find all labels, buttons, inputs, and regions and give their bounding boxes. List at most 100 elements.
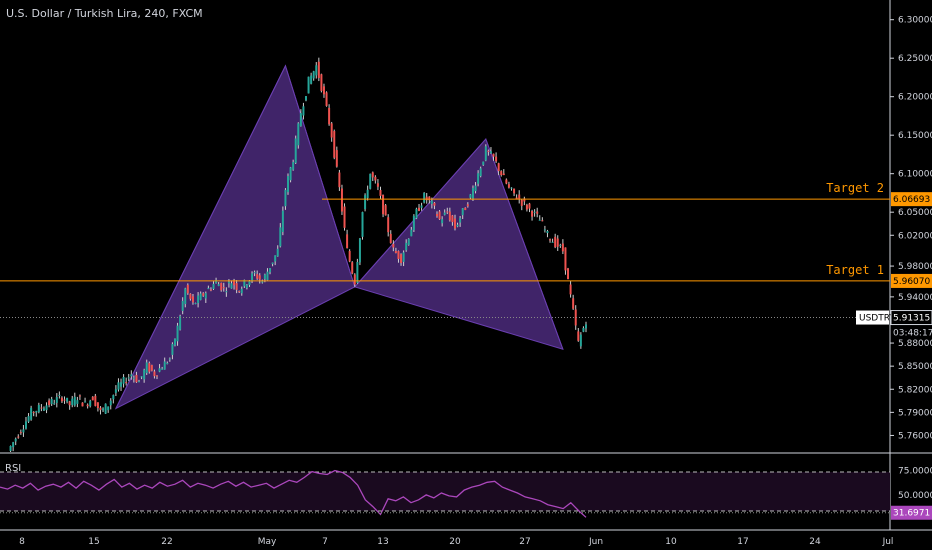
candle-body <box>433 202 436 206</box>
price-tick-label: 5.82000 <box>898 385 932 395</box>
candle-body <box>423 192 426 203</box>
candle-body <box>94 395 97 406</box>
candle-body <box>513 188 516 194</box>
candle-body <box>17 436 20 438</box>
candle-body <box>564 247 567 271</box>
candle-body <box>569 284 572 295</box>
candle-body <box>466 204 469 207</box>
candle-body <box>495 156 498 162</box>
candle-body <box>22 429 25 433</box>
candle-body <box>353 274 356 285</box>
candle-body <box>235 283 238 290</box>
price-tick-label: 6.25000 <box>898 54 932 64</box>
candle-body <box>523 198 526 202</box>
candle-body <box>40 407 43 409</box>
candle-body <box>292 162 295 170</box>
candle-body <box>45 405 48 411</box>
candle-body <box>382 194 385 215</box>
target-price-text: 5.96070 <box>893 277 930 287</box>
candle-body <box>209 289 212 291</box>
candle-body <box>405 242 408 251</box>
symbol-tag <box>856 310 889 325</box>
candle-body <box>145 362 148 374</box>
price-tick-label: 5.98000 <box>898 262 932 272</box>
candle-body <box>194 303 197 305</box>
price-tick-label: 6.10000 <box>898 170 932 180</box>
candle-body <box>536 211 539 214</box>
candle-body <box>430 200 433 204</box>
candle-body <box>274 255 277 262</box>
candle-body <box>520 199 523 206</box>
candle-body <box>186 284 189 294</box>
candle-body <box>125 382 128 384</box>
candle-body <box>73 396 76 406</box>
candle-body <box>71 398 74 406</box>
candle-body <box>222 287 225 289</box>
candle-body <box>204 293 207 299</box>
candle-body <box>394 250 397 253</box>
candle-body <box>127 377 130 379</box>
candle-body <box>546 230 549 234</box>
candle-body <box>176 325 179 342</box>
candle-body <box>238 291 241 293</box>
candle-body <box>189 293 192 299</box>
candle-body <box>120 382 123 387</box>
candle-body <box>361 212 364 237</box>
candle-body <box>397 251 400 259</box>
time-tick-label: 7 <box>322 537 328 547</box>
candle-body <box>400 254 403 263</box>
candle-body <box>212 283 215 289</box>
target-label: Target 2 <box>826 181 884 195</box>
candle-body <box>302 106 305 116</box>
target-price-tag <box>891 192 932 207</box>
candle-body <box>68 401 71 406</box>
rsi-tick-label: 75.0000 <box>898 467 932 477</box>
chart-title: U.S. Dollar / Turkish Lira, 240, FXCM <box>6 7 203 20</box>
candle-body <box>276 248 279 257</box>
time-tick-label: Jul <box>882 537 894 547</box>
candle-body <box>227 281 230 284</box>
pattern-triangle-xab <box>114 64 356 410</box>
pattern-outline <box>115 64 564 409</box>
candle-body <box>338 172 341 188</box>
current-price-text: 5.91315 <box>893 314 930 324</box>
time-tick-label: 10 <box>665 537 677 547</box>
candle-body <box>579 334 582 347</box>
candle-body <box>173 338 176 346</box>
candle-body <box>343 206 346 228</box>
price-tick-label: 5.79000 <box>898 408 932 418</box>
candle-body <box>384 205 387 216</box>
candle-body <box>27 416 30 422</box>
candle-body <box>420 205 423 208</box>
rsi-band-fill <box>0 472 890 511</box>
price-tick-label: 6.05000 <box>898 208 932 218</box>
time-tick-label: 13 <box>377 537 388 547</box>
candle-body <box>574 309 577 326</box>
candle-body <box>425 196 428 201</box>
candle-body <box>171 344 174 355</box>
candle-body <box>525 204 528 210</box>
candle-body <box>284 189 287 207</box>
candle-body <box>297 123 300 146</box>
target-levels[interactable]: Target 2 6.06693 Target 1 5.96070 <box>0 181 932 288</box>
candle-body <box>415 208 418 219</box>
candle-body <box>356 262 359 283</box>
candle-body <box>407 238 410 245</box>
candle-body <box>410 229 413 237</box>
candle-body <box>158 368 161 372</box>
candle-body <box>258 275 261 280</box>
target-price-tag <box>891 273 932 288</box>
candle-body <box>585 324 587 329</box>
candle-body <box>91 396 94 401</box>
candle-body <box>96 402 99 409</box>
candle-body <box>143 369 146 380</box>
candle-body <box>53 403 56 405</box>
candle-body <box>179 316 182 330</box>
candle-body <box>202 293 205 296</box>
candle-body <box>322 86 325 95</box>
harmonic-pattern[interactable] <box>114 64 564 410</box>
candle-body <box>556 238 559 247</box>
candle-body <box>299 113 302 127</box>
candle-body <box>107 406 110 411</box>
